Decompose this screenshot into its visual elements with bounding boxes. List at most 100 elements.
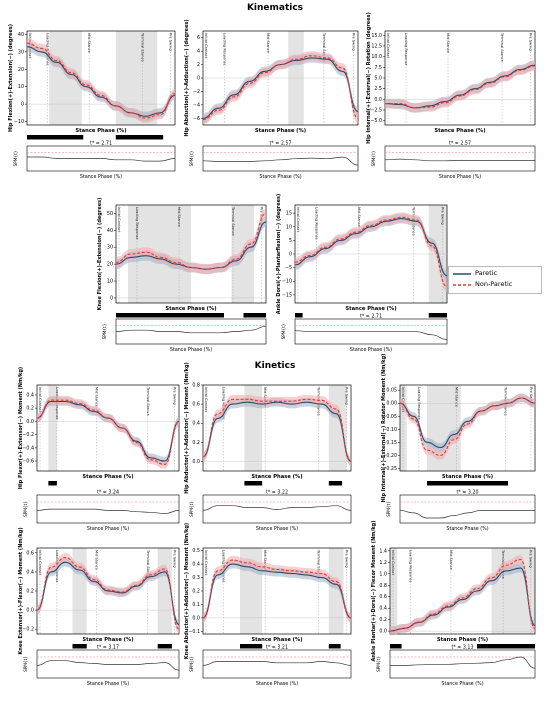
legend-paretic-label: Paretic: [475, 269, 498, 277]
knee-ef-moment-ytick-label: 0.0: [26, 608, 34, 614]
knee-flex-chart: Initial Contact Loading Response Mid Stanc…: [97, 198, 267, 353]
ankle-df-band-nonparetic: [295, 212, 447, 292]
legend-paretic: Paretic: [453, 268, 539, 280]
knee-aa-moment-ytick-label: −0.1: [188, 629, 200, 635]
hip-ie-moment-phase-label: Loading Response: [417, 387, 421, 420]
hip-aa-moment-spm-xlabel: Stance Phase (%): [256, 526, 298, 532]
hip-fe-moment-plot-frame: [36, 384, 180, 472]
hip-rot-phase-label: Pre Swing: [529, 33, 533, 51]
ankle-df-spm-ylabel: SPM{t}: [281, 323, 286, 339]
hip-ie-moment-ytick-label: 0.05: [386, 388, 397, 394]
ankle-pd-moment-significance-bar: [477, 644, 535, 649]
hip-ie-moment-phase-label: Mid Stance: [455, 387, 459, 408]
hip-aa-moment-phase-shade: [328, 385, 347, 471]
hip-rot-ytick-label: 5.0: [374, 76, 382, 82]
hip-rot-line-nonparetic: [384, 65, 536, 109]
hip-abd-ytick-label: −4: [193, 102, 200, 108]
hip-fe-moment-phase-label: Mid Stance: [95, 387, 99, 408]
knee-aa-moment-spm-curve: [202, 661, 352, 666]
hip-rot-ytick-label: 15.0: [371, 33, 382, 39]
knee-flex-line-paretic: [115, 221, 267, 270]
knee-flex-xlabel: Stance Phase (%): [165, 306, 216, 312]
ankle-pd-moment-spm-xlabel: Stance Phase (%): [441, 681, 483, 687]
hip-abd-spm-frame: [202, 145, 359, 172]
knee-aa-moment-ytick-label: 0.2: [192, 589, 200, 595]
hip-ie-moment-band-nonparetic: [400, 393, 535, 460]
hip-abd-ytick-label: 6: [197, 35, 200, 41]
hip-rot-spm-curve: [384, 158, 535, 162]
hip-aa-moment-ytick-label: 0.6: [192, 402, 200, 408]
knee-aa-moment-ytick-label: 0.1: [192, 602, 200, 608]
hip-fe-moment-ylabel: Hip Flexor(+)-Extensor(−) Moment (Nm/kg): [18, 367, 24, 489]
ankle-df-phase-label: Mid Stance: [357, 207, 361, 228]
hip-ie-moment-ytick-label: −0.05: [382, 414, 397, 420]
hip-abd-line-paretic: [202, 57, 359, 119]
ankle-pd-moment-spm-tstar: t* = 3.13: [451, 645, 473, 651]
hip-ie-moment-spm-ylabel: SPM{t}: [386, 501, 391, 517]
hip-abd-ylabel: Hip Abduction(+)-Adduction(−) (degrees): [184, 19, 190, 136]
hip-abd-phase-label: Mid Stance: [266, 33, 270, 54]
ankle-pd-moment-line-nonparetic: [389, 558, 536, 632]
knee-flex-spm-tstar: t* = 2.72: [180, 314, 202, 320]
hip-aa-moment-ytick-label: 0.4: [192, 421, 200, 427]
hip-abd-phase-label: Pre Swing: [351, 33, 355, 51]
hip-abd-xlabel: Stance Phase (%): [255, 128, 306, 134]
knee-flex-phase-label: Loading Response: [135, 207, 139, 240]
ankle-df-chart: Initial Contact Loading Response Mid Stanc…: [276, 194, 448, 353]
hip-ie-moment-spm-curve: [399, 510, 535, 519]
knee-ef-moment-ylabel: Knee Extensor(+)-Flexor(−) Moment (Nm/kg…: [18, 527, 24, 654]
hip-rot-spm-xlabel: Stance Phase (%): [439, 174, 481, 180]
hip-ie-moment-significance-bar: [427, 481, 508, 486]
ankle-pd-moment-ytick-label: 0.8: [379, 583, 387, 589]
knee-flex-ytick-label: 20: [107, 262, 113, 268]
ankle-pd-moment-phase-label: Pre Swing: [529, 550, 533, 568]
hip-flex-spm-curve: [27, 156, 176, 162]
hip-ie-moment-chart: Initial Contact Loading Response Mid Stanc…: [381, 354, 536, 532]
hip-flex-xlabel: Stance Phase (%): [75, 128, 126, 134]
hip-ie-moment-phase-label: Initial Contact: [401, 387, 405, 413]
hip-ie-moment-spm-tstar: t* = 3.20: [456, 490, 478, 496]
ankle-df-spm-tstar: t* = 2.71: [360, 314, 382, 320]
knee-ef-moment-spm-plot: t* = 3.17 SPM{t} Stance Phase (%): [23, 645, 180, 687]
hip-aa-moment-ytick-label: 0.2: [192, 440, 200, 446]
hip-ie-moment-ytick-label: −0.15: [382, 440, 397, 446]
knee-flex-spm-plot: t* = 2.72 SPM{t} Stance Phase (%): [102, 314, 267, 353]
ankle-pd-moment-significance-bar: [390, 644, 402, 649]
hip-ie-moment-ytick-label: 0.00: [386, 401, 397, 407]
ankle-df-spm-xlabel: Stance Phase (%): [350, 347, 392, 353]
ankle-pd-moment-phase-label: Mid Stance: [449, 550, 453, 571]
hip-aa-moment-phase-label: Pre Swing: [345, 387, 349, 405]
hip-rot-xlabel: Stance Phase (%): [434, 128, 485, 134]
hip-flex-line-paretic: [26, 46, 176, 117]
knee-flex-significance-bar: [243, 313, 266, 318]
knee-aa-moment-phase-label: Pre Swing: [345, 550, 349, 568]
hip-fe-moment-phase-label: Initial Contact: [38, 387, 42, 413]
knee-flex-plot-frame: [115, 204, 267, 304]
hip-rot-band-nonparetic: [385, 61, 535, 113]
knee-aa-moment-phase-label: Terminal Stance: [316, 549, 320, 579]
hip-fe-moment-ytick-label: −0.6: [22, 459, 34, 465]
ankle-pd-moment-spm-plot: t* = 3.13 SPM{t} Stance Phase (%): [376, 645, 536, 687]
hip-flex-significance-bar: [27, 135, 84, 140]
ankle-df-ytick-label: 0: [289, 252, 292, 258]
knee-flex-spm-frame: [115, 318, 267, 345]
knee-aa-moment-spm-frame: [202, 649, 352, 679]
knee-ef-moment-line-nonparetic: [36, 557, 180, 630]
hip-flex-ytick-label: 20: [18, 67, 24, 73]
hip-rot-phase-label: Loading Response: [404, 33, 408, 66]
ankle-pd-moment-chart: Initial Contact Loading Response Mid Stanc…: [371, 520, 536, 687]
knee-aa-moment-significance-bar: [328, 644, 341, 649]
hip-fe-moment-ytick-label: −0.2: [22, 432, 34, 438]
ankle-pd-moment-phase-shade: [390, 548, 398, 634]
knee-aa-moment-spm-tstar: t* = 3.21: [266, 645, 288, 651]
knee-flex-ylabel: Knee Flexion(+)-Extension(−) (degrees): [97, 198, 103, 311]
hip-ie-moment-ytick-label: −0.10: [382, 427, 397, 433]
hip-aa-moment-line-paretic: [202, 401, 352, 462]
legend: Paretic Non-Paretic: [448, 266, 542, 294]
ankle-df-phase-label: Initial Contact: [296, 207, 300, 233]
hip-rot-ytick-label: −5.0: [370, 118, 382, 124]
knee-ef-moment-significance-bar: [72, 644, 87, 649]
knee-flex-spm-xlabel: Stance Phase (%): [170, 347, 212, 353]
hip-abd-spm-xlabel: Stance Phase (%): [259, 174, 301, 180]
